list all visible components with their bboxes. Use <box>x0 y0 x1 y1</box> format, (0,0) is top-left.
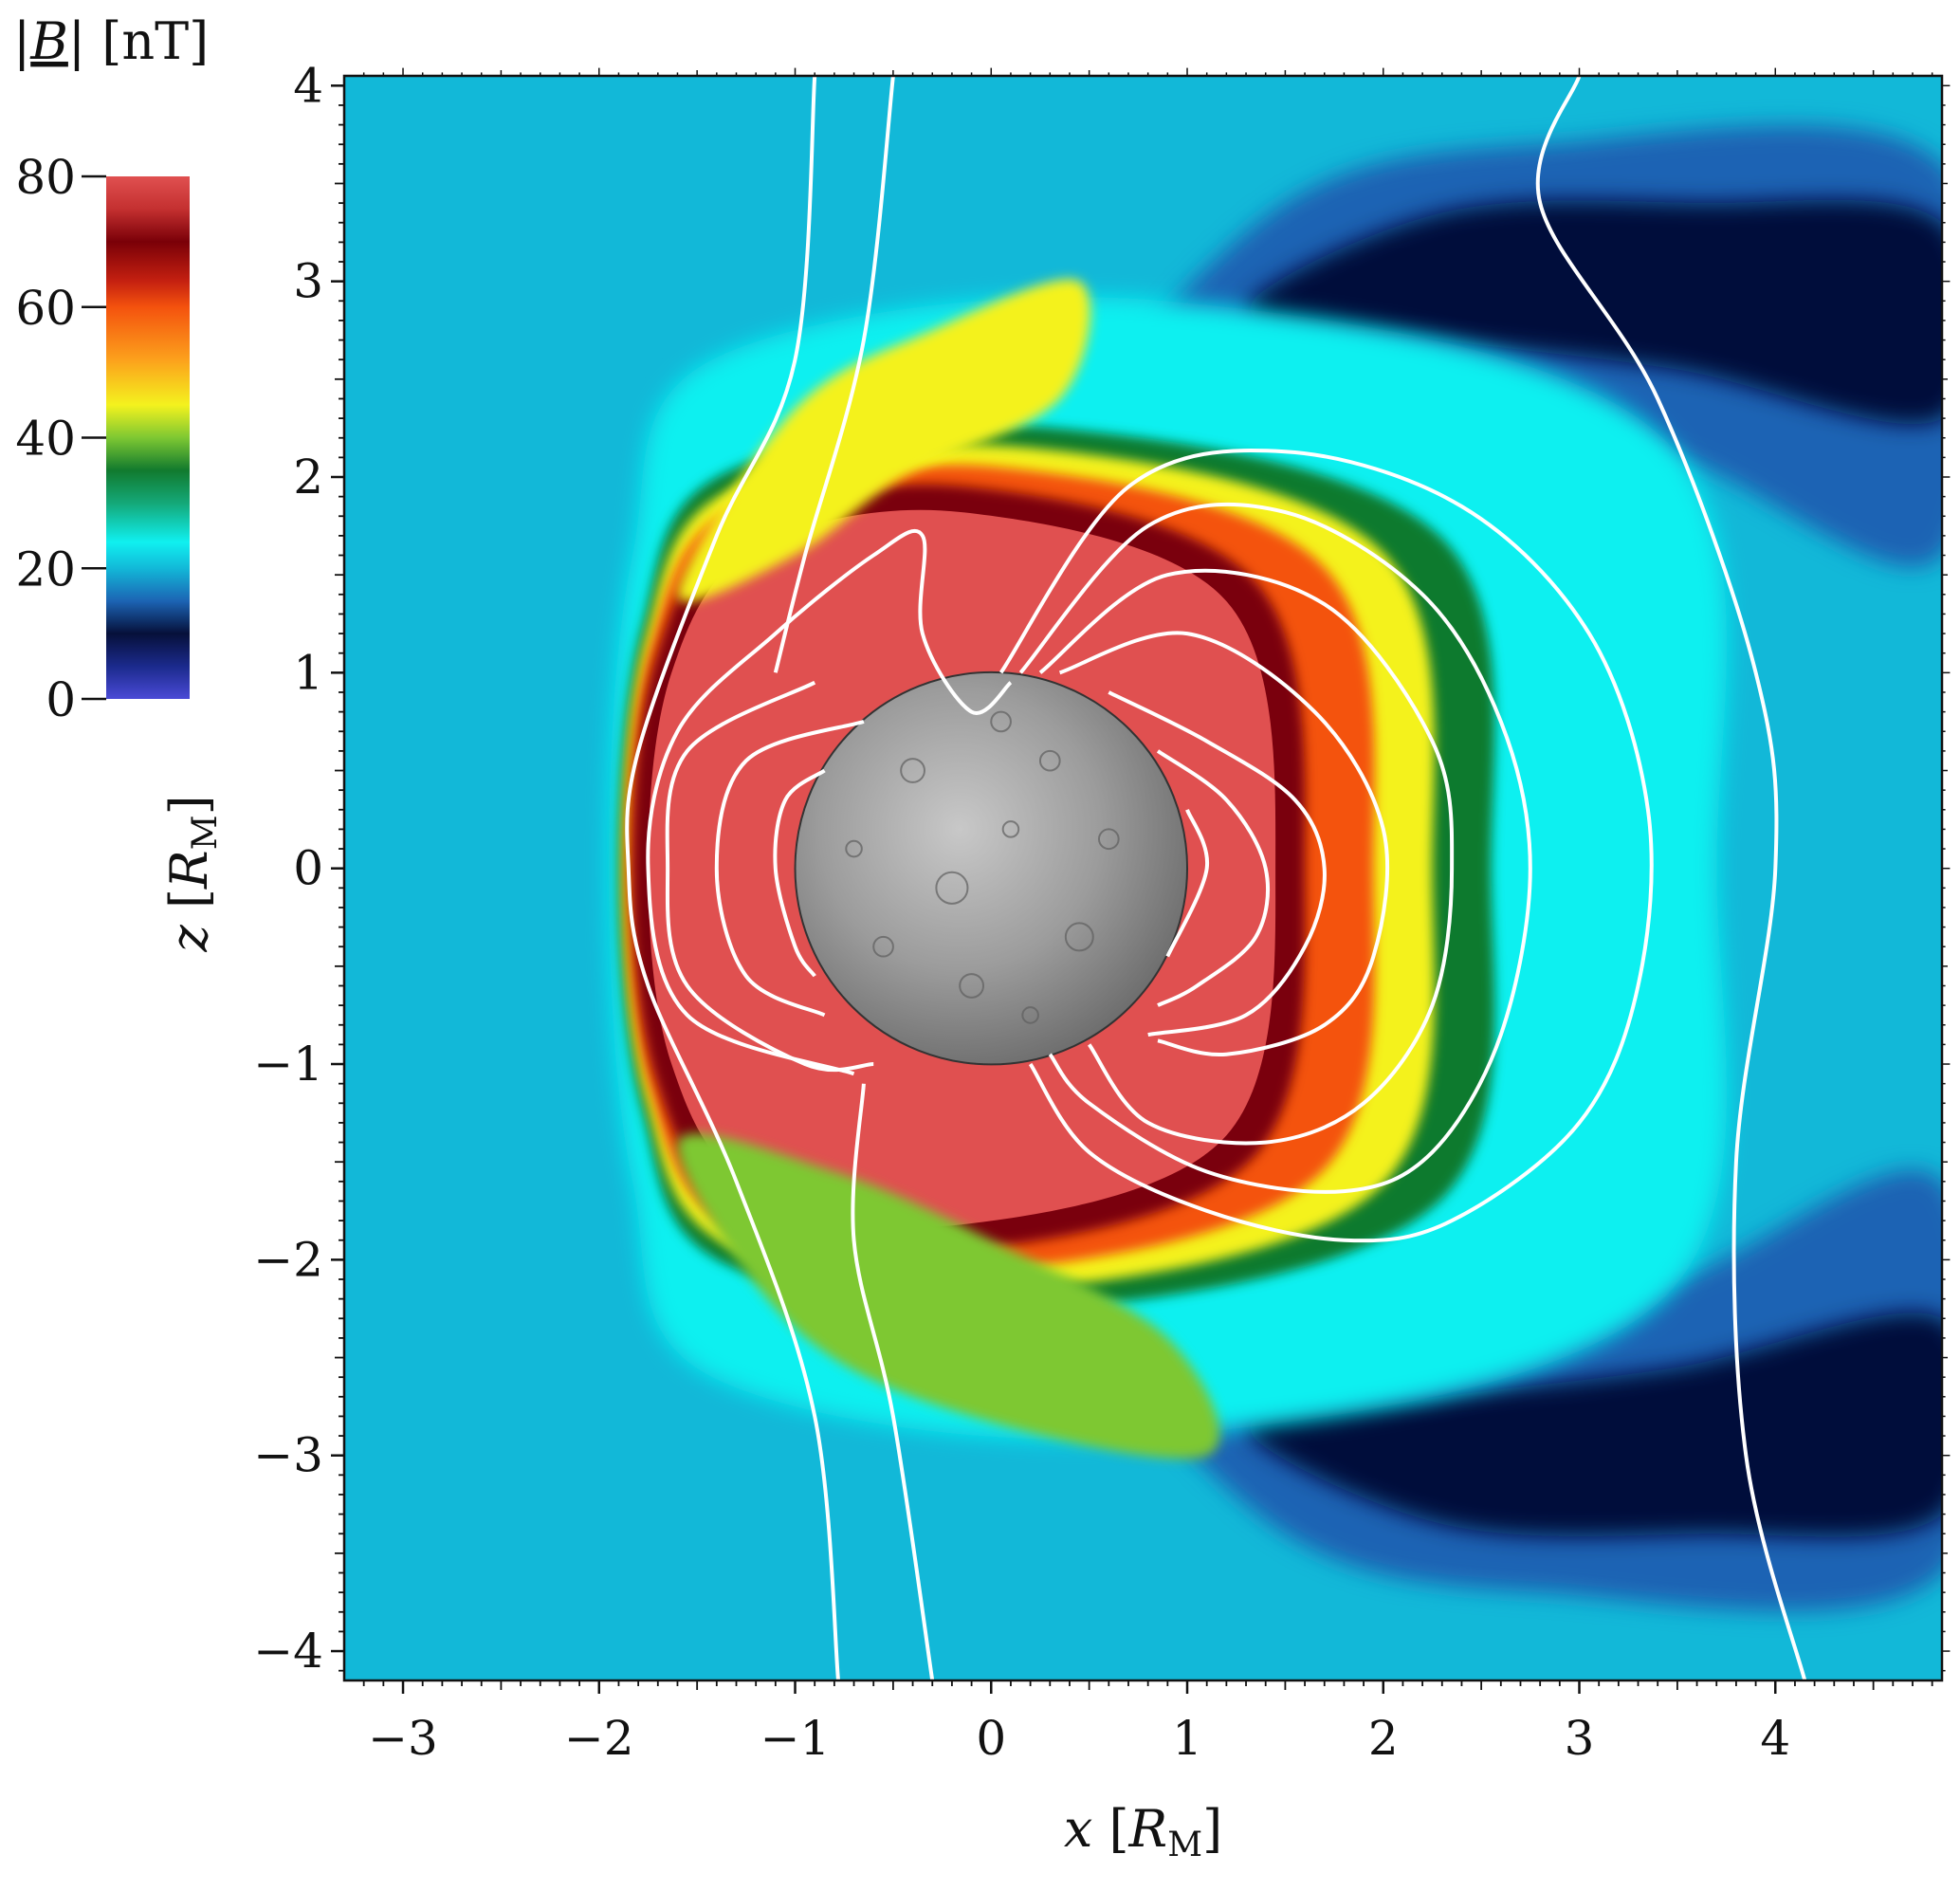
plot-area <box>344 76 1942 1680</box>
wing-south <box>677 1133 1220 1459</box>
crater <box>935 871 969 905</box>
y-axis: −4 −3 −2 −1 0 1 2 3 4 <box>253 58 1951 1679</box>
planet <box>794 670 1189 1066</box>
field-line <box>998 448 1654 1243</box>
field-lines <box>625 76 1807 1680</box>
y-tick-label: 1 <box>293 645 323 700</box>
y-tick-label: 0 <box>293 841 323 896</box>
field-line <box>1058 631 1389 1057</box>
colorbar-tick-label: 0 <box>46 672 76 727</box>
field-line <box>773 768 826 978</box>
crater <box>959 973 985 999</box>
field-line <box>665 680 874 1073</box>
field-line <box>851 1083 935 1680</box>
field-line <box>1108 690 1327 1037</box>
field-line <box>773 76 895 673</box>
field-line <box>625 76 840 1680</box>
x-tick-label: 1 <box>1172 1711 1202 1766</box>
x-tick-label: −2 <box>564 1711 634 1766</box>
x-axis-label: x [RM] <box>1064 1799 1222 1864</box>
planet-outline <box>794 670 1189 1066</box>
x-tick-label: 4 <box>1760 1711 1790 1766</box>
crater <box>1021 1006 1039 1024</box>
colorbar-label: |B| [nT] <box>13 11 209 71</box>
y-tick-label: 3 <box>293 254 323 309</box>
x-axis: −3 −2 −1 0 1 2 3 4 <box>362 67 1933 1766</box>
wing-north <box>677 279 1090 602</box>
x-tick-label: 0 <box>976 1711 1006 1766</box>
x-tick-label: 2 <box>1368 1711 1399 1766</box>
crater <box>845 839 863 858</box>
crater <box>872 935 894 958</box>
plot-frame <box>342 74 1944 1682</box>
lobe-south-core <box>1246 1313 1942 1537</box>
crater <box>990 710 1012 733</box>
x-tick-label: −1 <box>760 1711 831 1766</box>
y-tick-label: −2 <box>253 1232 323 1287</box>
planet-disk <box>795 671 1188 1065</box>
y-tick-label: −3 <box>253 1428 323 1483</box>
y-tick-label: −4 <box>253 1624 323 1679</box>
crater <box>900 758 925 783</box>
y-tick-label: 4 <box>293 58 323 113</box>
colorbar-tick-label: 40 <box>15 412 76 467</box>
colorbar-tick-label: 60 <box>15 281 76 336</box>
field-line <box>1535 76 1807 1680</box>
field-line <box>646 528 1013 1076</box>
field-line <box>1156 749 1271 1007</box>
x-tick-label: −3 <box>368 1711 438 1766</box>
crater <box>1001 820 1020 838</box>
colorbar: 0 20 40 60 80 |B| [nT] <box>13 11 209 727</box>
field-line <box>1018 502 1532 1194</box>
y-axis-label: z [RM] <box>159 795 225 952</box>
colorbar-tick-label: 80 <box>15 150 76 205</box>
crater <box>1038 749 1061 772</box>
x-tick-label: 3 <box>1565 1711 1595 1766</box>
field-line <box>714 719 865 1018</box>
field-line <box>1165 809 1209 958</box>
colorbar-tick-label: 20 <box>15 542 76 597</box>
lobe-north-core <box>1246 199 1942 425</box>
colorbar-gradient <box>106 176 190 699</box>
crater <box>1064 922 1094 952</box>
field-line <box>1038 568 1455 1146</box>
colorbar-ticks: 0 20 40 60 80 <box>15 150 106 727</box>
crater <box>1097 828 1120 851</box>
y-tick-label: 2 <box>293 450 323 505</box>
y-tick-label: −1 <box>253 1037 323 1092</box>
